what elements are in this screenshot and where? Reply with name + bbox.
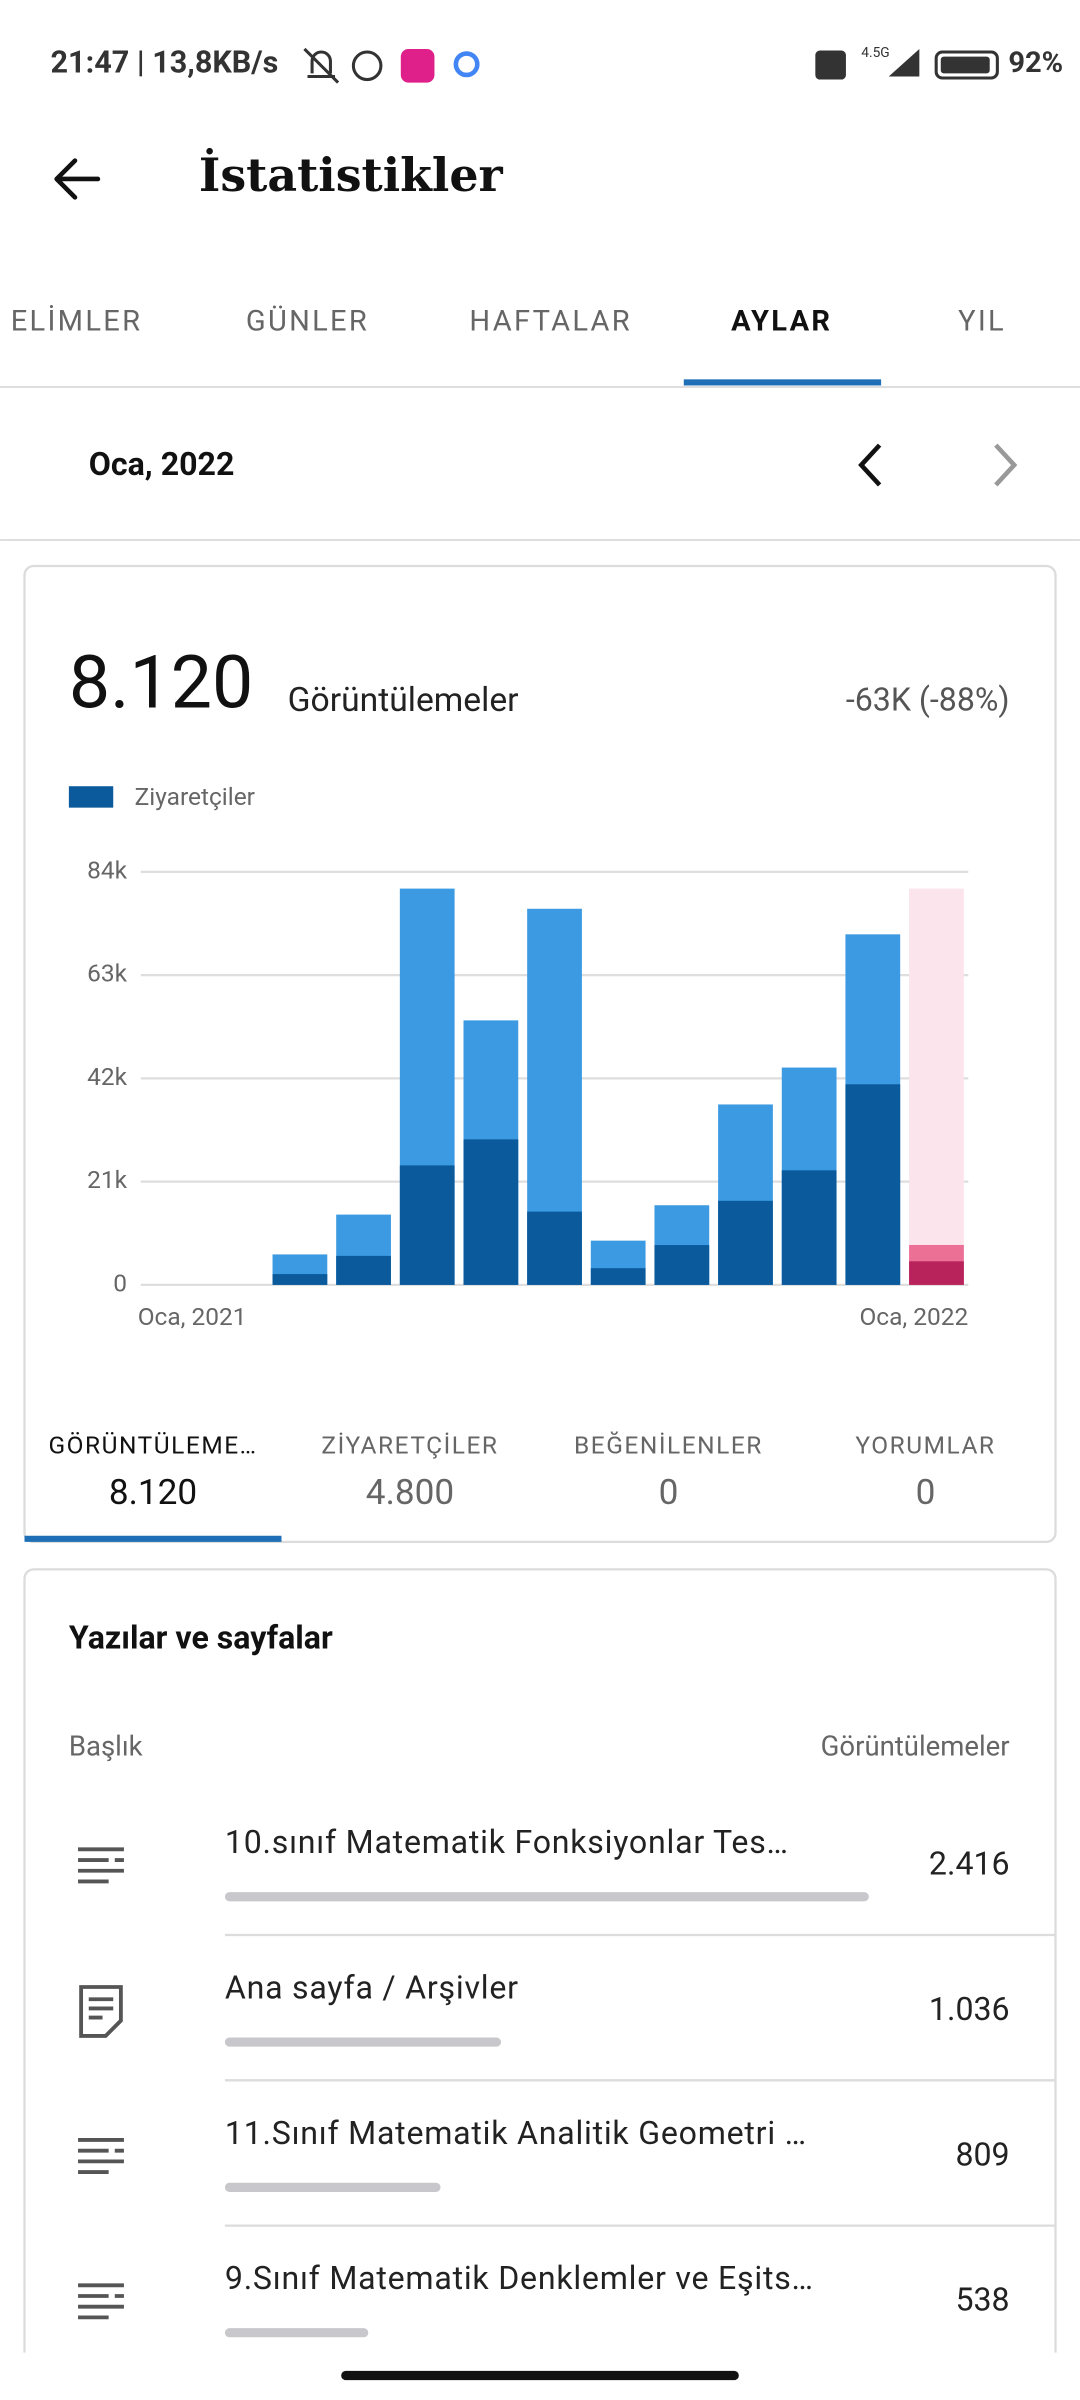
tab[interactable]: ELİMLER: [11, 303, 143, 338]
post-views: 1.036: [929, 1990, 1010, 2028]
period-label: Oca, 2022: [89, 445, 235, 483]
tab[interactable]: HAFTALAR: [469, 304, 632, 338]
summary-change: -63K (-88%): [846, 681, 1010, 719]
bar[interactable]: [463, 1139, 519, 1285]
tab[interactable]: AYLAR: [731, 304, 832, 338]
next-period[interactable]: [994, 443, 1018, 487]
chart: Ziyaretçiler 0 21k 42k 63k 84k Oca, 2021 Oca, 2…: [68, 782, 968, 1331]
stats-tab-value[interactable]: 0: [659, 1471, 679, 1513]
post-title[interactable]: 11.Sınıf Matematik Analitik Geometri …: [225, 2114, 807, 2152]
stats-tab-value[interactable]: 8.120: [109, 1471, 197, 1513]
post-icon: [78, 1847, 124, 1884]
battery-text: 92%: [1008, 46, 1063, 80]
stats-tab-indicator: [24, 1535, 282, 1542]
legend-swatch: [68, 786, 114, 808]
y-tick-label: 63k: [87, 959, 128, 988]
views-bar: [224, 2182, 441, 2192]
bar[interactable]: [336, 1255, 391, 1285]
header-title: İstatistikler: [199, 147, 504, 202]
summary-value: 8.120: [69, 640, 253, 726]
posts-title: Yazılar ve sayfalar: [69, 1618, 333, 1656]
post-views: 2.416: [929, 1845, 1010, 1883]
bar[interactable]: [654, 1245, 710, 1285]
tab[interactable]: YIL: [958, 304, 1006, 338]
selected-highlight: [909, 888, 964, 1285]
page-icon: [79, 1985, 123, 2038]
column-header: Görüntülemeler: [821, 1730, 1010, 1763]
post-title[interactable]: 10.sınıf Matematik Fonksiyonlar Tes…: [225, 1823, 789, 1861]
home-indicator: [341, 2370, 739, 2381]
post-views: 809: [955, 2135, 1009, 2173]
y-tick-label: 84k: [87, 855, 128, 884]
stats-tab-label[interactable]: ZİYARETÇİLER: [321, 1431, 498, 1460]
bar[interactable]: [909, 1261, 964, 1285]
views-bar: [224, 1892, 869, 1902]
stats-tab-value[interactable]: 4.800: [366, 1471, 454, 1513]
posts-list: 10.sınıf Matematik Fonksiyonlar Tes… 2.41…: [78, 1823, 1056, 2338]
stats-tabs: GÖRÜNTÜLEME… 8.120 ZİYARETÇİLER 4.800 BEĞENİ…: [48, 1431, 995, 1513]
stats-tab-value[interactable]: 0: [916, 1471, 936, 1513]
post-icon: [78, 2283, 124, 2320]
stats-tab-label[interactable]: GÖRÜNTÜLEME…: [48, 1431, 257, 1460]
signal-icon: [888, 48, 920, 77]
posts-card-wrap: Yazılar ve sayfalar Başlık Görüntülemele…: [23, 1568, 1057, 2353]
status-icons: [303, 47, 999, 84]
stats-tab-label[interactable]: BEĞENİLENLER: [574, 1431, 763, 1460]
back-button[interactable]: [54, 158, 101, 200]
posts-card: [23, 1568, 1057, 2353]
views-bar: [224, 2328, 369, 2338]
tab[interactable]: GÜNLER: [246, 303, 369, 338]
x-tick-label: Oca, 2021: [138, 1302, 247, 1331]
bar[interactable]: [718, 1200, 773, 1285]
battery-icon: [934, 50, 999, 80]
app-icon: [400, 48, 435, 83]
bar[interactable]: [527, 1211, 582, 1285]
column-header: Başlık: [69, 1730, 143, 1763]
prev-period[interactable]: [858, 443, 882, 487]
post-icon: [78, 2138, 124, 2174]
post-views: 538: [955, 2281, 1009, 2319]
x-tick-label: Oca, 2022: [859, 1302, 968, 1331]
bar[interactable]: [272, 1274, 328, 1285]
y-tick-label: 0: [113, 1268, 127, 1297]
legend-label: Ziyaretçiler: [135, 782, 255, 811]
post-title[interactable]: Ana sayfa / Arşivler: [225, 1969, 519, 2007]
alarm-icon: [351, 50, 383, 82]
post-title[interactable]: 9.Sınıf Matematik Denklemler ve Eşits…: [225, 2259, 814, 2297]
views-bar: [224, 2037, 502, 2047]
bar[interactable]: [399, 1165, 455, 1285]
network-type: 4.5G: [861, 45, 889, 61]
status-time: 21:47 | 13,8KB/s: [51, 45, 279, 80]
y-tick-label: 21k: [87, 1165, 128, 1194]
battery-level: [940, 56, 990, 74]
summary-label: Görüntülemeler: [288, 681, 519, 720]
bar[interactable]: [590, 1268, 646, 1285]
y-tick-label: 42k: [87, 1062, 128, 1091]
google-icon: [453, 51, 480, 78]
mute-icon: [303, 47, 340, 84]
bar[interactable]: [781, 1170, 837, 1285]
stats-tab-label[interactable]: YORUMLAR: [855, 1431, 995, 1460]
bar[interactable]: [845, 1084, 901, 1285]
volte-icon: [815, 50, 846, 80]
tab-indicator: [683, 379, 882, 386]
tab-bar: ELİMLER GÜNLER HAFTALAR AYLAR YIL: [11, 303, 1006, 338]
